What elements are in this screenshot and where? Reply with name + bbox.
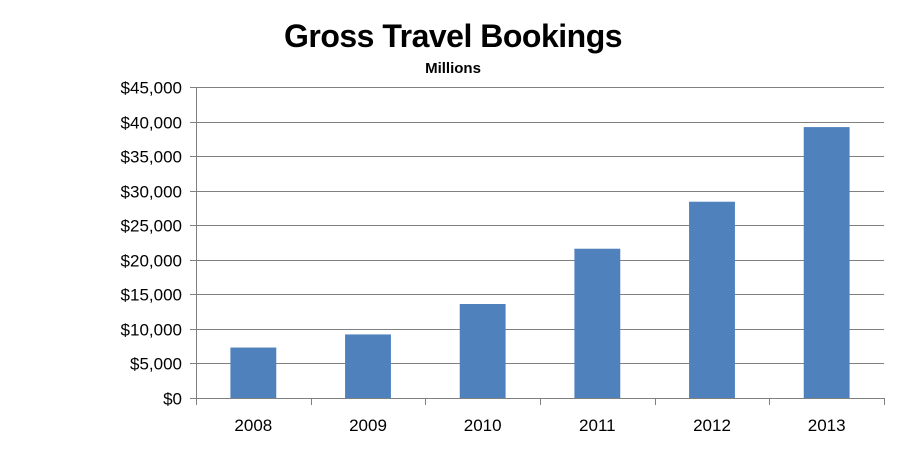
- bar: [689, 201, 735, 398]
- x-tick-label: 2013: [808, 416, 846, 435]
- bar: [345, 334, 391, 398]
- y-tick-label: $15,000: [121, 286, 182, 305]
- bar: [803, 127, 850, 398]
- y-tick-label: $45,000: [121, 79, 182, 98]
- y-tick-label: $30,000: [121, 183, 182, 202]
- bar: [459, 304, 506, 398]
- bar: [230, 347, 277, 398]
- y-tick-label: $35,000: [121, 148, 182, 167]
- bar: [574, 248, 621, 398]
- y-tick-label: $20,000: [121, 252, 182, 271]
- y-tick-label: $25,000: [121, 217, 182, 236]
- y-tick-label: $40,000: [121, 114, 182, 133]
- y-tick-label: $10,000: [121, 321, 182, 340]
- y-tick-label: $5,000: [130, 355, 182, 374]
- y-tick-label: $0: [163, 390, 182, 409]
- x-tick-label: 2012: [693, 416, 731, 435]
- x-tick-label: 2008: [234, 416, 272, 435]
- x-tick-label: 2011: [579, 416, 616, 435]
- x-tick-label: 2009: [349, 416, 387, 435]
- x-tick-label: 2010: [464, 416, 502, 435]
- chart-title: Gross Travel Bookings: [283, 18, 623, 54]
- chart-subtitle: Millions: [425, 60, 481, 77]
